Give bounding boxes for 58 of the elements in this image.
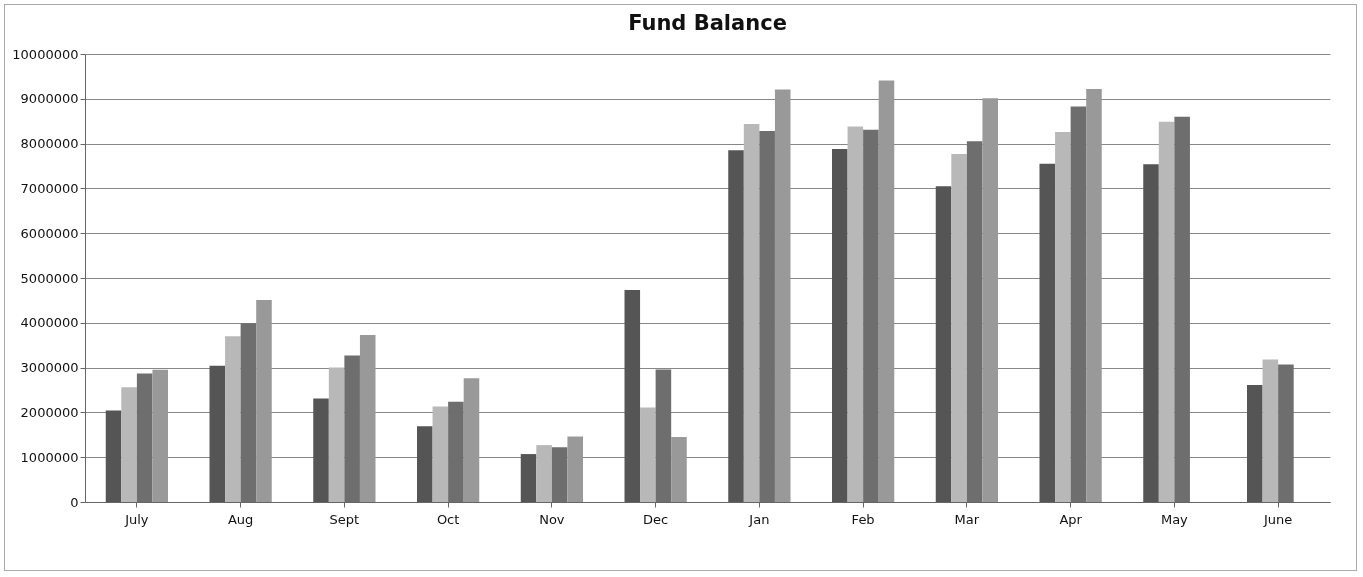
bar	[256, 299, 272, 502]
y-tick-label: 9000000	[20, 91, 79, 107]
bar	[209, 365, 226, 502]
bar	[982, 98, 998, 502]
x-tick-label: Dec	[643, 511, 669, 527]
y-tick-label: 5000000	[20, 270, 79, 286]
y-tick-label: 7000000	[20, 180, 79, 196]
x-tick-label: Aug	[227, 511, 254, 527]
bar	[328, 367, 345, 502]
bar	[878, 80, 895, 502]
bar	[1158, 121, 1175, 502]
bar	[359, 334, 376, 502]
bar	[520, 454, 537, 502]
y-tick-label: 4000000	[20, 315, 79, 331]
x-tick-label: May	[1160, 511, 1189, 527]
bar	[1086, 88, 1102, 502]
x-tick-label: Mar	[954, 511, 980, 527]
bar	[432, 406, 449, 502]
bar	[152, 369, 168, 502]
x-tick-label: Feb	[851, 511, 875, 527]
bar	[1143, 164, 1159, 502]
y-tick-label: 0	[70, 494, 79, 510]
x-tick-label: Oct	[436, 511, 460, 527]
bar	[832, 148, 848, 502]
bar	[417, 426, 433, 502]
y-tick-label: 10000000	[12, 46, 79, 62]
bar	[847, 126, 864, 502]
x-tick-label: Jan	[748, 511, 770, 527]
bar	[728, 150, 744, 502]
bar	[536, 445, 552, 502]
y-tick-label: 3000000	[20, 360, 79, 376]
y-tick-label: 8000000	[20, 136, 79, 152]
bar	[1039, 163, 1056, 502]
x-tick-label: Apr	[1059, 511, 1083, 527]
bar	[567, 436, 583, 502]
x-tick-label: July	[124, 511, 149, 527]
bar	[743, 123, 760, 502]
bar	[105, 410, 122, 502]
bar	[951, 153, 967, 502]
bar	[1247, 385, 1263, 502]
bar	[640, 407, 656, 502]
bar	[1262, 359, 1279, 502]
bar	[313, 398, 329, 502]
bar	[671, 437, 687, 502]
bar	[624, 290, 641, 502]
bar	[225, 336, 241, 502]
bar	[935, 186, 952, 502]
y-tick-label: 2000000	[20, 404, 79, 420]
bar	[121, 387, 137, 502]
y-tick-label: 6000000	[20, 225, 79, 241]
x-tick-label: Nov	[539, 511, 565, 527]
bar	[1055, 131, 1071, 502]
x-tick-label: June	[1262, 511, 1293, 527]
chart-title: Fund Balance	[628, 11, 787, 35]
bar	[463, 378, 480, 502]
bar	[774, 89, 791, 502]
x-tick-label: Sept	[329, 511, 360, 527]
y-tick-label: 1000000	[20, 449, 79, 465]
